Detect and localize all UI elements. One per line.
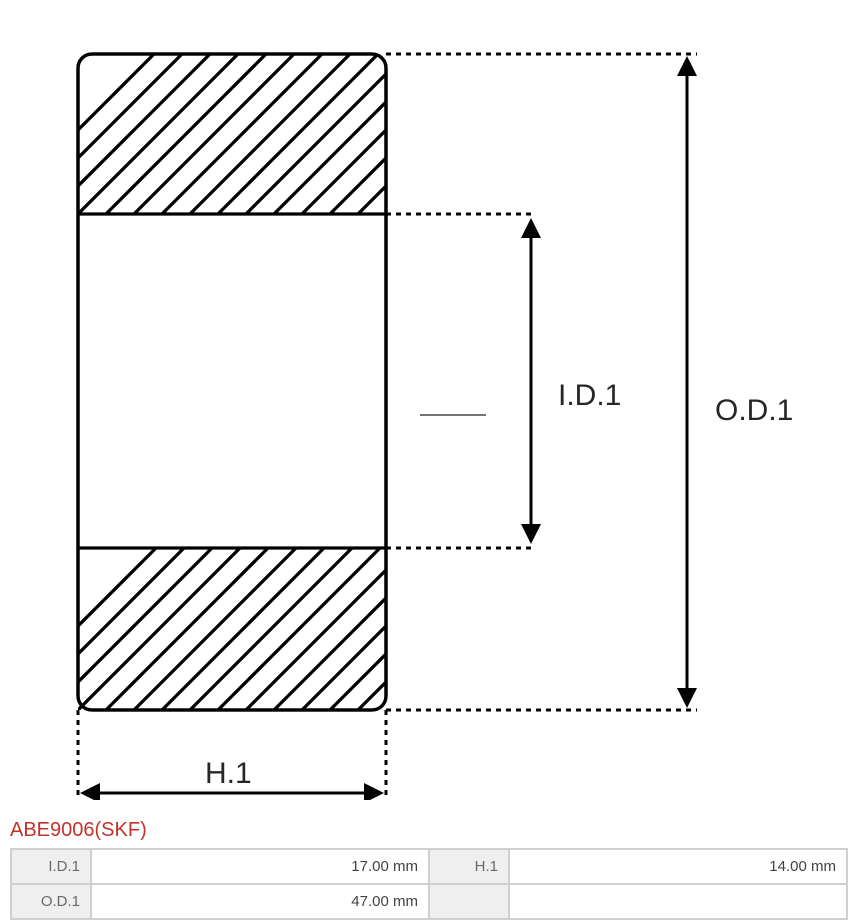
dimension-h1-label: H.1 <box>205 757 252 790</box>
table-row: I.D.1 17.00 mm H.1 14.00 mm <box>11 849 847 884</box>
spec-value: 47.00 mm <box>91 884 429 919</box>
page: I.D.1 O.D.1 H.1 ABE9006(SKF) I.D.1 17.00… <box>0 0 848 920</box>
spec-label: I.D.1 <box>11 849 91 884</box>
dimension-h1: H.1 <box>80 757 384 800</box>
diagram-area: I.D.1 O.D.1 H.1 <box>0 0 848 815</box>
spec-label: O.D.1 <box>11 884 91 919</box>
dimension-od1-label: O.D.1 <box>715 394 793 427</box>
bearing-diagram: I.D.1 O.D.1 H.1 <box>10 10 838 800</box>
spec-value: 17.00 mm <box>91 849 429 884</box>
spec-label: H.1 <box>429 849 509 884</box>
dimension-od1: O.D.1 <box>677 56 793 708</box>
spec-label <box>429 884 509 919</box>
spec-table: I.D.1 17.00 mm H.1 14.00 mm O.D.1 47.00 … <box>10 848 848 920</box>
dimension-id1: I.D.1 <box>521 218 621 544</box>
part-title: ABE9006(SKF) <box>0 815 848 848</box>
spec-value <box>509 884 847 919</box>
table-row: O.D.1 47.00 mm <box>11 884 847 919</box>
dimension-id1-label: I.D.1 <box>558 379 621 412</box>
spec-value: 14.00 mm <box>509 849 847 884</box>
